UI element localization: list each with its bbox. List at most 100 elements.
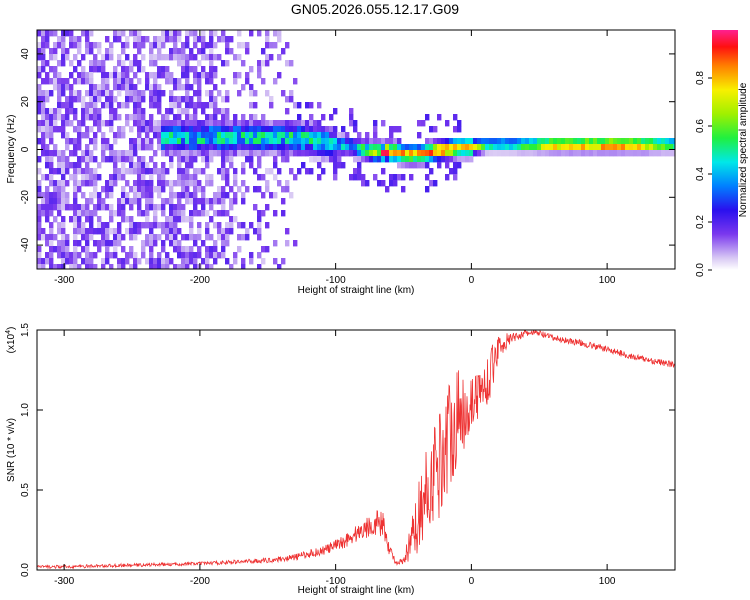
spectrogram-cell — [257, 120, 262, 127]
spectrogram-cell — [149, 174, 154, 181]
spectrogram-cell — [321, 168, 326, 175]
spectrogram-cell — [57, 210, 62, 217]
spectrogram-cell — [429, 144, 434, 151]
spectrogram-cell — [189, 126, 194, 133]
spectrogram-cell — [185, 264, 190, 269]
spectrogram-cell — [89, 60, 94, 67]
spectrogram-cell — [213, 252, 218, 259]
spectrogram-cell — [109, 264, 114, 269]
spectrogram-cell — [217, 90, 222, 97]
svg-text:(x104): (x104) — [5, 327, 17, 354]
spectrogram-cell — [209, 36, 214, 43]
spectrogram-cell — [189, 150, 194, 157]
spectrogram-cell — [229, 216, 234, 223]
spectrogram-cell — [149, 54, 154, 61]
spectrogram-cell — [249, 144, 254, 151]
spectrogram-cell — [525, 138, 530, 145]
spectrogram-cell — [153, 150, 158, 157]
spectrogram-cell — [369, 138, 374, 145]
spectrogram-cell — [137, 126, 142, 133]
spectrogram-cell — [49, 90, 54, 97]
spectrogram-cell — [177, 138, 182, 145]
spectrogram-cell — [173, 42, 178, 49]
spectrogram-cell — [121, 204, 126, 211]
spectrogram-cell — [161, 198, 166, 205]
spectrogram-cell — [197, 168, 202, 175]
spectrogram-cell — [61, 192, 66, 199]
spectrogram-cell — [501, 144, 506, 151]
spectrogram-cell — [265, 126, 270, 133]
spectrogram-cell — [129, 216, 134, 223]
spectrogram-cell — [489, 144, 494, 151]
snr-x-tick-label: 100 — [599, 576, 616, 587]
spectrogram-cell — [329, 144, 334, 151]
spectrogram-cell — [265, 150, 270, 157]
spectrogram-cell — [205, 174, 210, 181]
spectrogram-cell — [361, 138, 366, 145]
spectrogram-cell — [373, 126, 378, 133]
spectrogram-cell — [41, 132, 46, 139]
spectrogram-cell — [349, 108, 354, 115]
spectrogram-cell — [57, 252, 62, 259]
spectrogram-cell — [213, 150, 218, 157]
spectrogram-cell — [121, 84, 126, 91]
spectrogram-cell — [293, 150, 298, 157]
spectrogram-cell — [73, 240, 78, 247]
spectrogram-cell — [265, 90, 270, 97]
spectrogram-cell — [105, 48, 110, 55]
spectrogram-cell — [41, 96, 46, 103]
spectrogram-cell — [261, 78, 266, 85]
spectrogram-cell — [189, 144, 194, 151]
spectrogram-cell — [113, 174, 118, 181]
spectrogram-cell — [309, 120, 314, 127]
spectrogram-cell — [133, 42, 138, 49]
spectrogram-cell — [293, 102, 298, 109]
spectrogram-cell — [109, 192, 114, 199]
spectrogram-cell — [237, 144, 242, 151]
spectrogram-cell — [53, 108, 58, 115]
spectrogram-cell — [401, 150, 406, 157]
spectrogram-cell — [269, 126, 274, 133]
spectrogram-cell — [405, 144, 410, 151]
spectrogram-cell — [49, 168, 54, 175]
spectrogram-cell — [257, 150, 262, 157]
spectrogram-cell — [221, 162, 226, 169]
spectrogram-cell — [97, 216, 102, 223]
spectrogram-cell — [273, 258, 278, 265]
spectrogram-cell — [205, 210, 210, 217]
spectrogram-cell — [49, 252, 54, 259]
spectrogram-cell — [293, 138, 298, 145]
spectrogram-cell — [549, 150, 554, 157]
spectrogram-cell — [289, 138, 294, 145]
spectrogram-cell — [317, 138, 322, 145]
spectrogram-cell — [209, 144, 214, 151]
spectrogram-cell — [77, 90, 82, 97]
spectrogram-cell — [553, 138, 558, 145]
spectrogram-cell — [433, 150, 438, 157]
spectrogram-cell — [213, 132, 218, 139]
spectrogram-cell — [225, 258, 230, 265]
spectrogram-cell — [157, 180, 162, 187]
spectrogram-cell — [81, 168, 86, 175]
spectrogram-cell — [97, 222, 102, 229]
spectrogram-cell — [409, 174, 414, 181]
spectrogram-cell — [193, 36, 198, 43]
spectrogram-cell — [221, 168, 226, 175]
spectrogram-cell — [285, 150, 290, 157]
spectrogram-cell — [221, 114, 226, 121]
spectrogram-cell — [185, 138, 190, 145]
spectrogram-cell — [105, 102, 110, 109]
spectrogram-cell — [109, 126, 114, 133]
spectrogram-cell — [73, 162, 78, 169]
spectrogram-cell — [97, 240, 102, 247]
spectrogram-cell — [625, 150, 630, 157]
spectrogram-cell — [121, 60, 126, 67]
spectrogram-cell — [369, 144, 374, 151]
snr-scale-exponent: 4 — [5, 330, 12, 334]
spectrogram-cell — [77, 186, 82, 193]
spectrogram-cell — [201, 138, 206, 145]
spectrogram-cell — [305, 126, 310, 133]
spectrogram-cell — [45, 132, 50, 139]
spectrogram-cell — [425, 138, 430, 145]
spectrogram-cell — [37, 90, 42, 97]
